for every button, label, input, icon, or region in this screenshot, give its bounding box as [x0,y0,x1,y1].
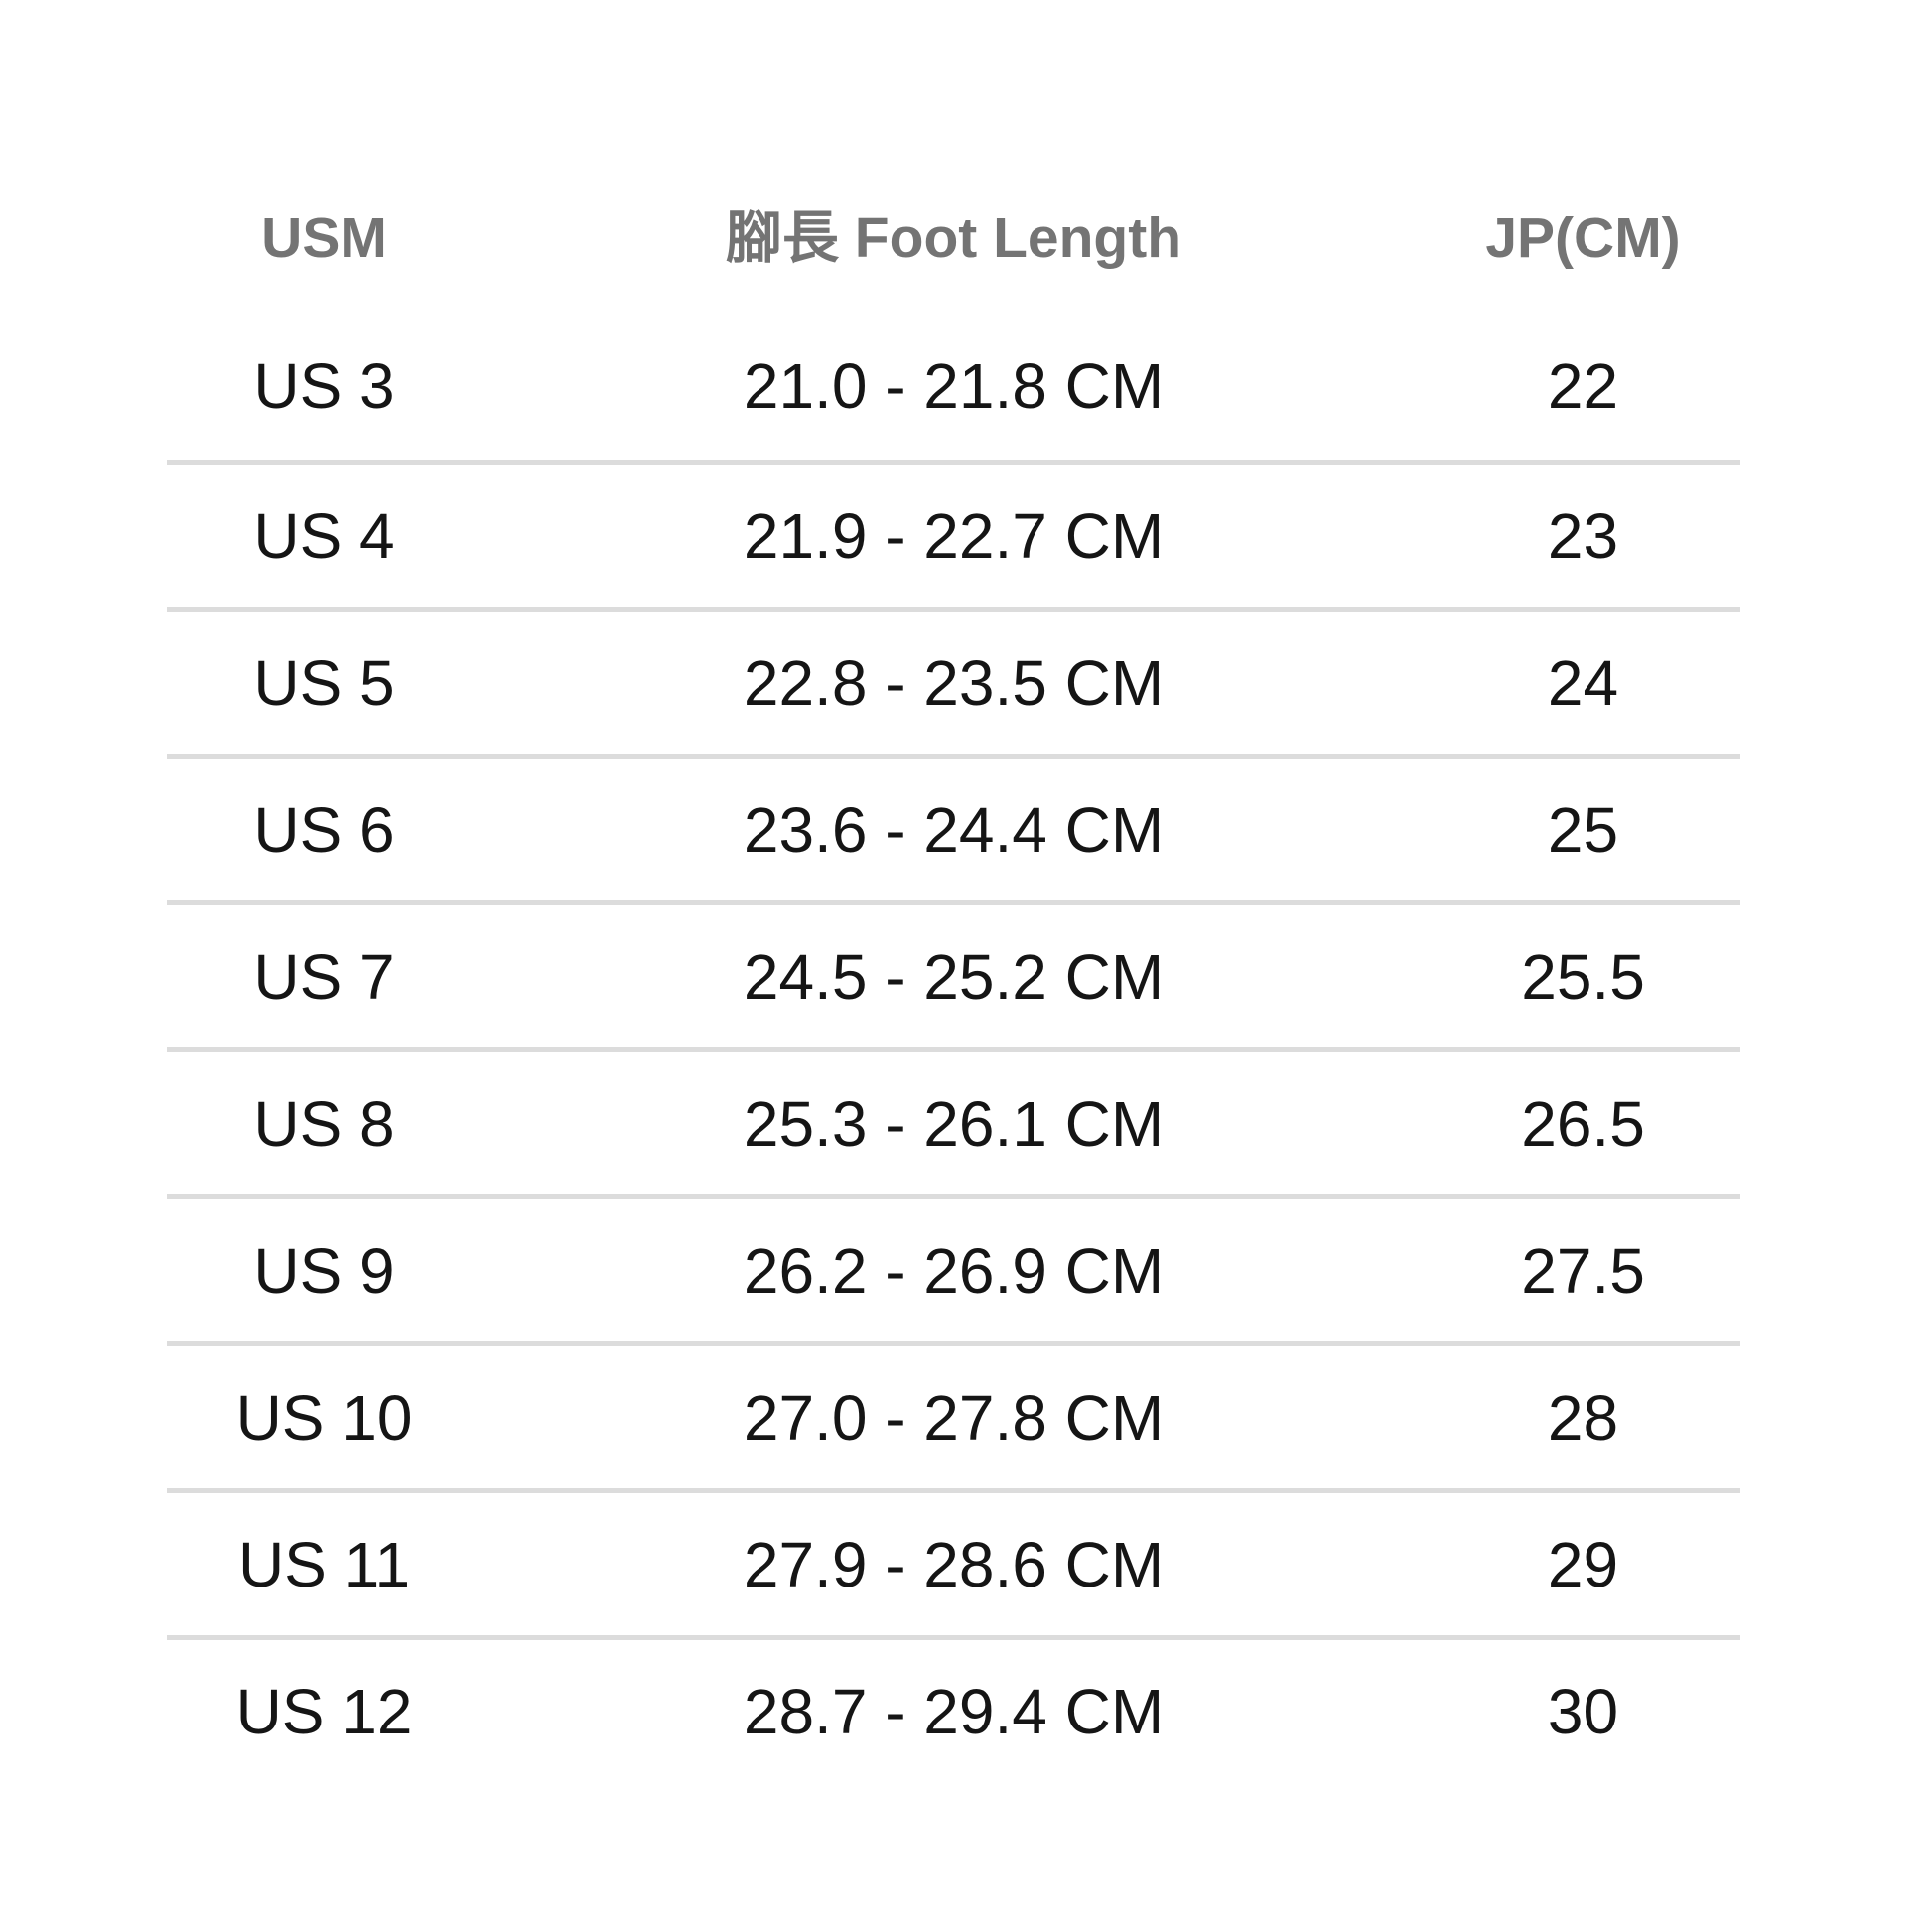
cell-jp-cm: 30 [1547,1675,1619,1747]
cell-usm: US 8 [253,1087,395,1160]
cell-jp-cm: 26.5 [1521,1087,1645,1160]
table-row: US 12 28.7 - 29.4 CM 30 [167,1635,1740,1782]
cell-foot-length: 25.3 - 26.1 CM [743,1087,1165,1160]
table-row: US 6 23.6 - 24.4 CM 25 [167,754,1740,900]
cell-usm: US 6 [253,793,395,866]
cell-usm: US 5 [253,646,395,719]
cell-jp-cm: 23 [1547,499,1619,572]
cell-foot-length: 27.9 - 28.6 CM [743,1528,1165,1600]
table-body: US 3 21.0 - 21.8 CM 22 US 4 21.9 - 22.7 CM 23… [167,313,1740,1782]
table-row: US 11 27.9 - 28.6 CM 29 [167,1488,1740,1635]
cell-usm: US 12 [235,1675,413,1747]
table-row: US 7 24.5 - 25.2 CM 25.5 [167,900,1740,1047]
table-header-row: USM 腳長 Foot Length JP(CM) [167,164,1740,313]
cell-jp-cm: 25 [1547,793,1619,866]
cell-usm: US 11 [237,1528,411,1600]
cell-usm: US 10 [235,1381,413,1453]
shoe-size-chart: USM 腳長 Foot Length JP(CM) US 3 21.0 - 21.… [167,164,1740,1782]
header-usm: USM [261,206,387,270]
table-row: US 9 26.2 - 26.9 CM 27.5 [167,1194,1740,1341]
cell-jp-cm: 24 [1547,646,1619,719]
cell-foot-length: 28.7 - 29.4 CM [743,1675,1165,1747]
cell-jp-cm: 28 [1547,1381,1619,1453]
cell-foot-length: 21.0 - 21.8 CM [743,350,1165,422]
cell-foot-length: 26.2 - 26.9 CM [743,1234,1165,1307]
cell-usm: US 9 [253,1234,395,1307]
cell-foot-length: 21.9 - 22.7 CM [743,499,1165,572]
cell-jp-cm: 25.5 [1521,940,1645,1013]
cell-jp-cm: 29 [1547,1528,1619,1600]
cell-foot-length: 23.6 - 24.4 CM [743,793,1165,866]
cell-foot-length: 22.8 - 23.5 CM [743,646,1165,719]
cell-usm: US 4 [253,499,395,572]
table-row: US 8 25.3 - 26.1 CM 26.5 [167,1047,1740,1194]
cell-jp-cm: 27.5 [1521,1234,1645,1307]
cell-jp-cm: 22 [1547,350,1619,422]
cell-foot-length: 24.5 - 25.2 CM [743,940,1165,1013]
header-foot-length: 腳長 Foot Length [725,206,1182,270]
table-row: US 10 27.0 - 27.8 CM 28 [167,1341,1740,1488]
table-row: US 4 21.9 - 22.7 CM 23 [167,460,1740,607]
cell-usm: US 3 [253,350,395,422]
table-row: US 5 22.8 - 23.5 CM 24 [167,607,1740,754]
header-jp-cm: JP(CM) [1485,206,1681,270]
cell-foot-length: 27.0 - 27.8 CM [743,1381,1165,1453]
table-row: US 3 21.0 - 21.8 CM 22 [167,313,1740,460]
cell-usm: US 7 [253,940,395,1013]
